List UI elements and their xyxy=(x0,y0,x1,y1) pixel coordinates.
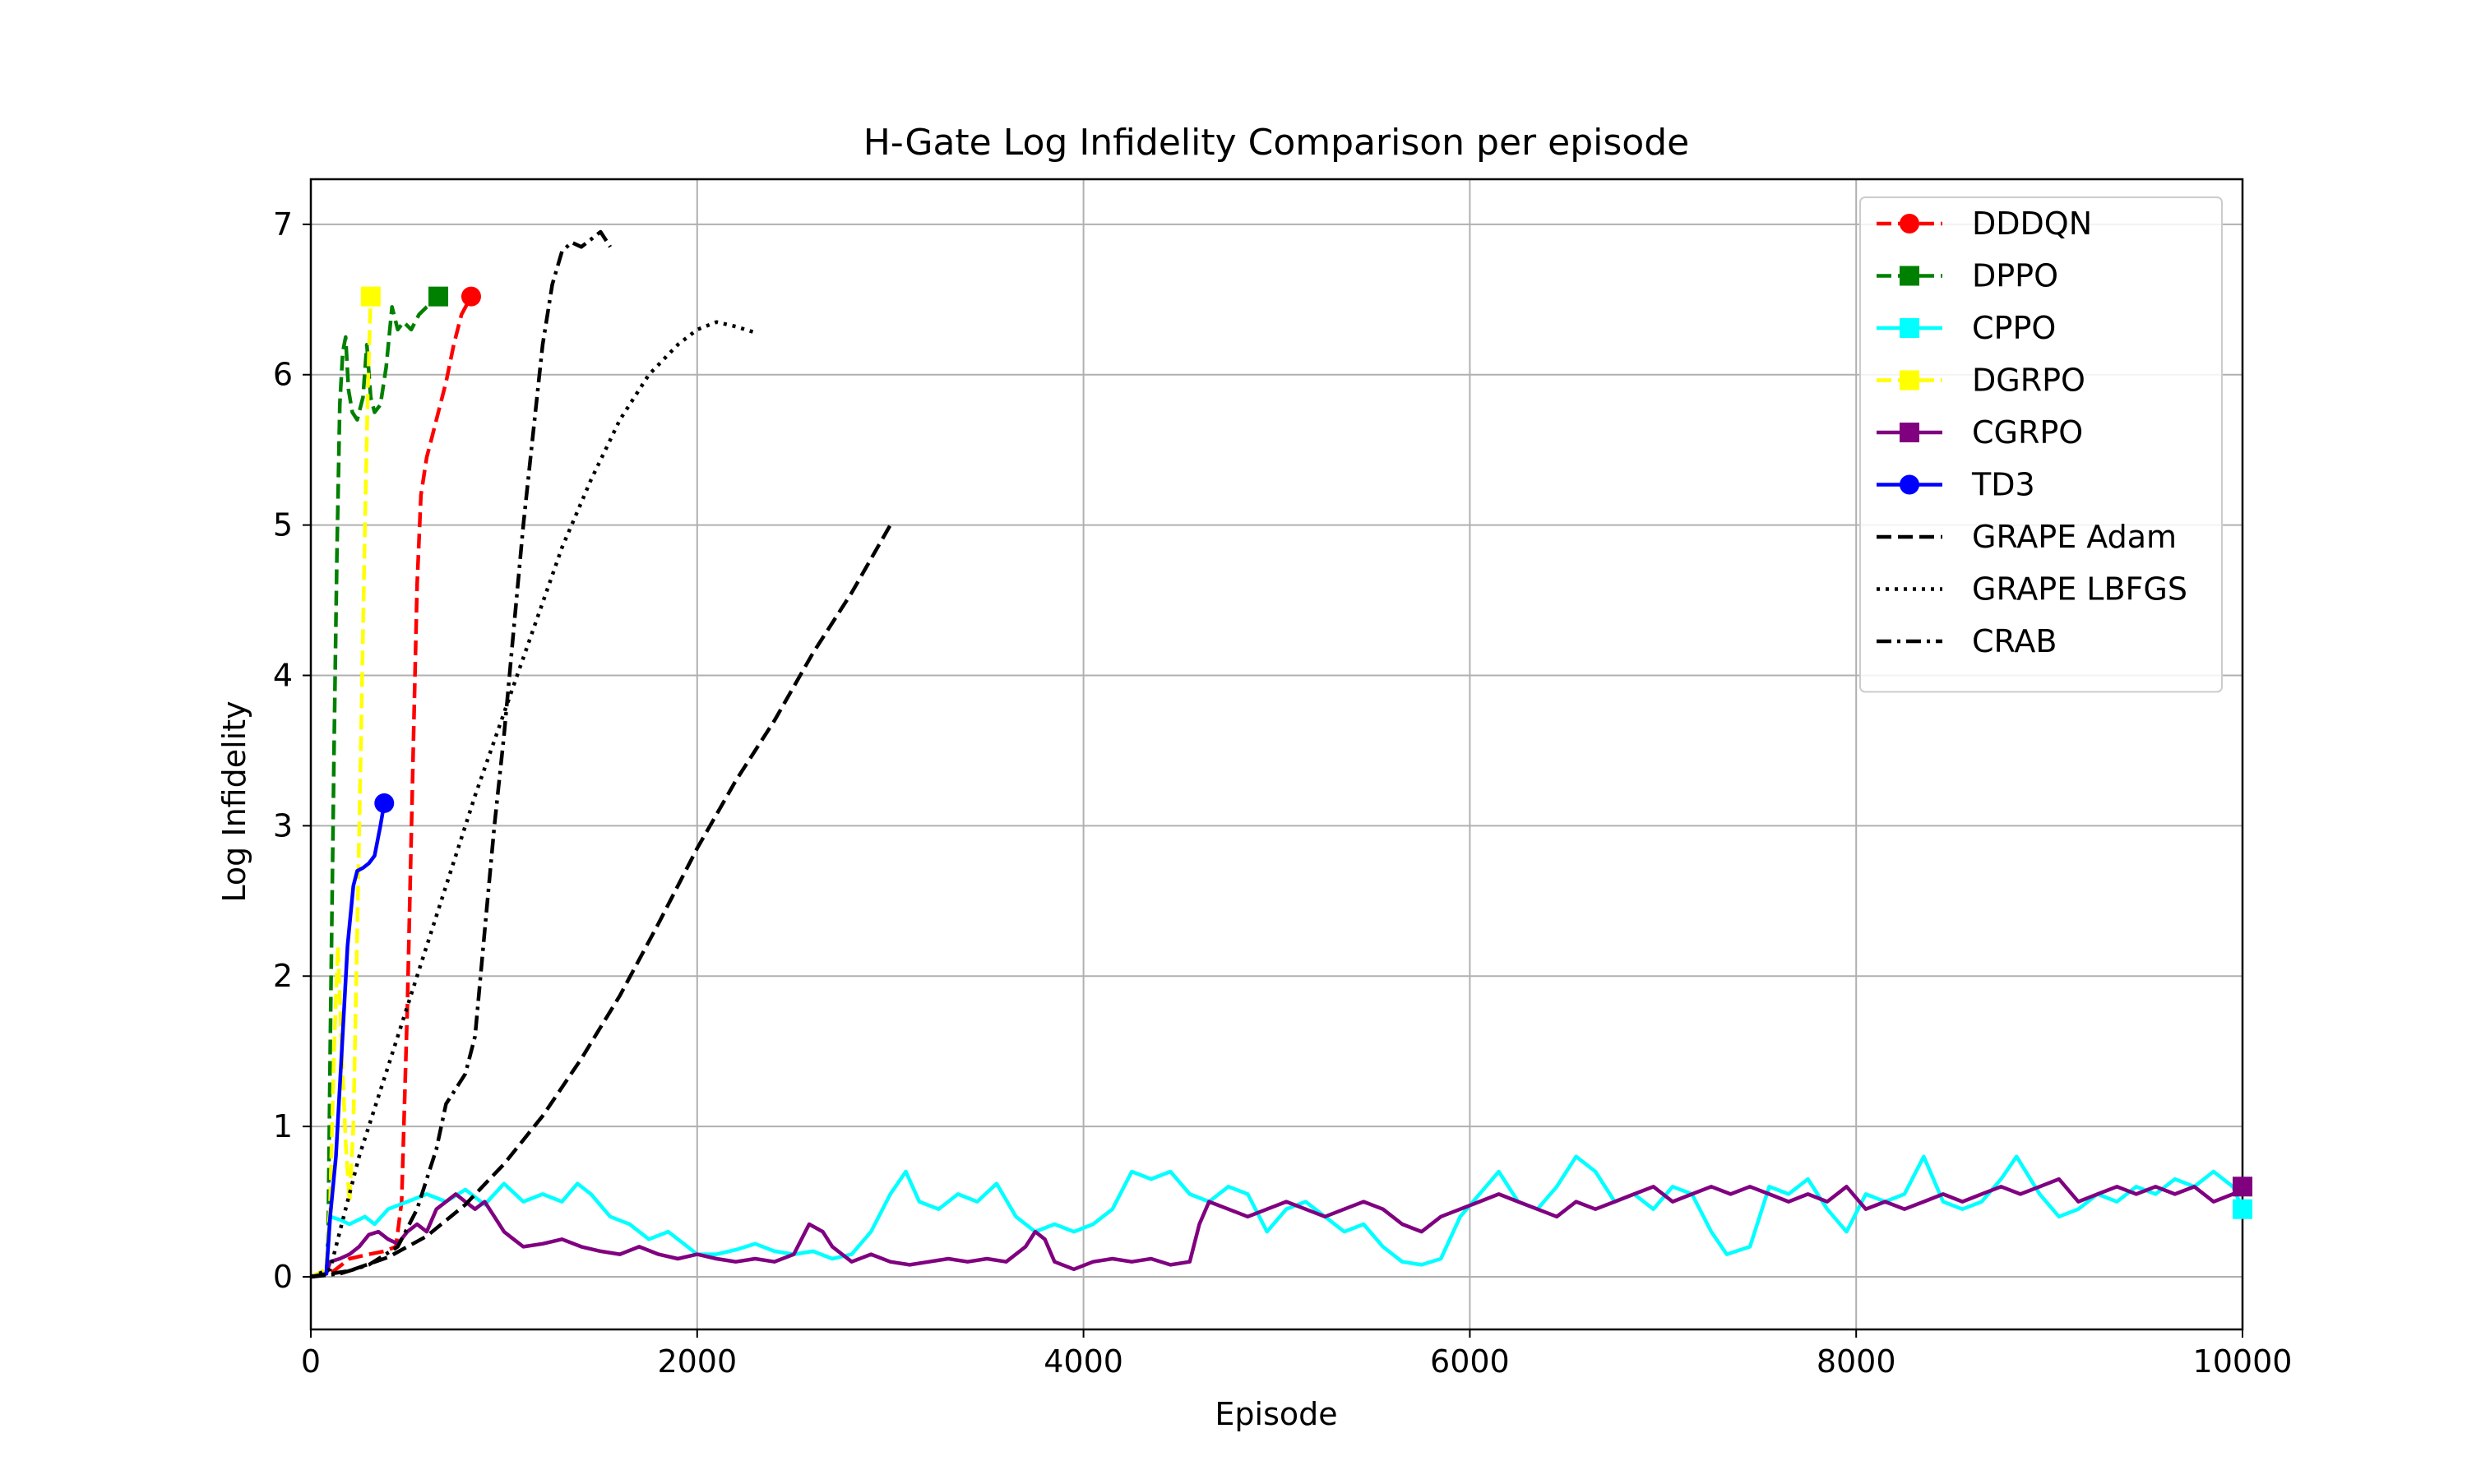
x-tick-label: 8000 xyxy=(1817,1343,1896,1380)
series-line-grape-lbfgs xyxy=(311,320,756,1279)
legend-marker-dddqn xyxy=(1900,214,1919,233)
legend-label-grape-adam: GRAPE Adam xyxy=(1972,519,2177,555)
series-line-dgrpo xyxy=(311,296,373,1279)
x-tick-label: 10000 xyxy=(2193,1343,2293,1380)
legend: DDDQN DPPO CPPO DGRPO CGRPO TD3 GRAPE Adam GRAP… xyxy=(1859,196,2223,693)
y-tick-label: 7 xyxy=(273,206,293,243)
plot-area-frame xyxy=(309,178,2244,1331)
y-tick-label: 5 xyxy=(273,507,293,543)
y-tick-label: 2 xyxy=(273,958,293,994)
series-end-marker-td3 xyxy=(374,793,395,813)
series-end-marker-dddqn xyxy=(461,286,481,307)
x-tick-label: 2000 xyxy=(657,1343,737,1380)
legend-label-dppo: DPPO xyxy=(1972,258,2058,294)
x-tick-label: 4000 xyxy=(1044,1343,1123,1380)
x-tick-label: 6000 xyxy=(1430,1343,1510,1380)
series-lines xyxy=(311,229,2243,1279)
legend-label-cgrpo: CGRPO xyxy=(1972,414,2083,451)
series-end-marker-dppo xyxy=(428,286,449,307)
legend-label-td3: TD3 xyxy=(1971,467,2035,503)
y-tick-label: 6 xyxy=(273,357,293,393)
series-line-cgrpo xyxy=(311,1177,2243,1279)
legend-marker-dgrpo xyxy=(1900,370,1919,391)
chart-title: H-Gate Log Infidelity Comparison per epi… xyxy=(863,122,1689,164)
series-end-marker-cppo xyxy=(2233,1199,2252,1219)
y-tick-label: 1 xyxy=(273,1108,293,1144)
series-end-marker-cgrpo xyxy=(2233,1177,2252,1197)
series-line-grape-adam xyxy=(311,524,892,1279)
x-axis-label: Episode xyxy=(1215,1396,1337,1432)
legend-label-dgrpo: DGRPO xyxy=(1972,363,2085,399)
y-tick-label: 3 xyxy=(273,807,293,844)
series-line-td3 xyxy=(311,802,386,1279)
y-tick-label: 4 xyxy=(273,657,293,693)
series-line-dddqn xyxy=(311,295,473,1279)
legend-frame xyxy=(1859,196,2223,693)
series-end-marker-dgrpo xyxy=(360,286,381,307)
series-line-dppo xyxy=(311,295,440,1279)
legend-marker-td3 xyxy=(1900,474,1919,495)
y-axis-label: Log Infidelity xyxy=(216,700,252,902)
legend-marker-cgrpo xyxy=(1900,423,1919,442)
x-tick-label: 0 xyxy=(301,1343,321,1380)
legend-label-crab: CRAB xyxy=(1972,623,2057,659)
legend-label-cppo: CPPO xyxy=(1972,310,2056,346)
axis-ticks: 0 2000 4000 6000 8000 10000 0 1 2 3 4 5 6 7 xyxy=(273,206,2293,1380)
y-tick-label: 0 xyxy=(273,1259,293,1295)
legend-label-dddqn: DDDQN xyxy=(1972,206,2092,242)
legend-marker-cppo xyxy=(1900,318,1919,338)
series-line-crab xyxy=(311,229,612,1279)
legend-label-grape-lbfgs: GRAPE LBFGS xyxy=(1972,571,2187,608)
series-line-cppo xyxy=(311,1154,2243,1279)
legend-marker-dppo xyxy=(1900,266,1919,286)
